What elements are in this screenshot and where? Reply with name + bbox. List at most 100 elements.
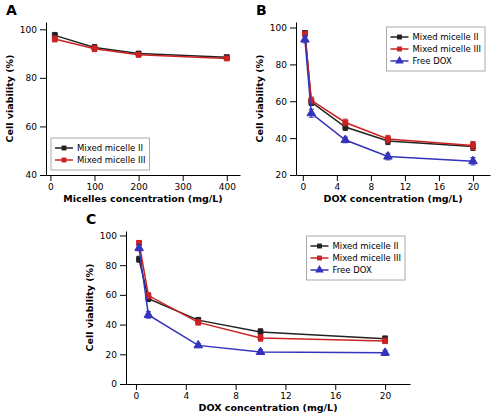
marker bbox=[135, 243, 144, 250]
y-axis-tick: 100 bbox=[20, 25, 46, 35]
x-axis-tick-label: 8 bbox=[369, 182, 375, 192]
marker bbox=[341, 135, 350, 142]
y-axis-tick-label: 40 bbox=[26, 170, 38, 180]
y-axis-tick-label: 60 bbox=[106, 290, 118, 300]
series bbox=[52, 36, 229, 61]
x-axis-tick: 100 bbox=[86, 175, 103, 192]
y-axis-tick-label: 80 bbox=[276, 60, 288, 70]
y-axis: 40 60 80 100 bbox=[20, 23, 47, 181]
legend-marker bbox=[62, 146, 67, 151]
x-axis-tick-label: 300 bbox=[175, 182, 192, 192]
x-axis-tick-label: 12 bbox=[400, 182, 411, 192]
legend-label: Free DOX bbox=[412, 56, 451, 66]
y-axis-tick-mark bbox=[290, 64, 296, 65]
marker bbox=[381, 348, 390, 355]
legend-marker bbox=[317, 244, 322, 249]
y-axis-tick-label: 80 bbox=[106, 261, 118, 271]
error-bar bbox=[52, 36, 57, 42]
marker bbox=[384, 152, 393, 159]
legend-entry: Mixed micelle II bbox=[390, 32, 478, 42]
marker bbox=[307, 108, 316, 115]
y-axis-title: Cell viability (%) bbox=[84, 264, 95, 352]
x-axis-tick-label: 4 bbox=[183, 391, 189, 401]
x-axis-tick-mark bbox=[139, 175, 140, 181]
y-axis-tick-label: 40 bbox=[106, 320, 118, 330]
x-axis-line bbox=[47, 175, 241, 176]
legend-entry: Mixed micelle III bbox=[390, 44, 481, 54]
y-axis-tick: 20 bbox=[106, 350, 126, 360]
x-axis-tick: 16 bbox=[330, 384, 342, 401]
y-axis-tick-mark bbox=[290, 101, 296, 102]
legend-label: Mixed micelle III bbox=[77, 155, 146, 165]
y-axis-title: Cell viability (%) bbox=[4, 55, 15, 143]
y-axis-tick: 60 bbox=[26, 122, 46, 132]
x-axis-tick: 12 bbox=[400, 175, 411, 192]
legend-label: Mixed micelle II bbox=[412, 32, 478, 42]
x-axis-tick-label: 4 bbox=[334, 182, 340, 192]
x-axis-tick-label: 16 bbox=[330, 391, 342, 401]
error-bar bbox=[385, 135, 390, 142]
y-axis: 020406080100 bbox=[100, 231, 127, 390]
legend-label: Mixed micelle III bbox=[412, 44, 481, 54]
y-axis-tick: 100 bbox=[270, 23, 296, 33]
y-axis-tick-mark bbox=[120, 295, 126, 296]
x-axis-tick-mark bbox=[95, 175, 96, 181]
x-axis-tick-label: 20 bbox=[380, 391, 392, 401]
x-axis-tick-mark bbox=[136, 384, 137, 390]
y-axis-tick-mark bbox=[290, 28, 296, 29]
line bbox=[55, 35, 227, 57]
y-axis-tick: 40 bbox=[276, 134, 296, 144]
x-axis-tick-mark bbox=[405, 175, 406, 181]
x-axis-tick-label: 0 bbox=[48, 182, 54, 192]
error-bar bbox=[224, 56, 229, 60]
legend-marker bbox=[397, 35, 402, 40]
x-axis-tick-label: 16 bbox=[434, 182, 446, 192]
y-axis-tick-mark bbox=[290, 138, 296, 139]
y-axis-tick: 40 bbox=[106, 320, 126, 330]
x-axis-tick-label: 20 bbox=[468, 182, 480, 192]
error-bar bbox=[196, 320, 201, 325]
marker bbox=[301, 35, 310, 42]
marker bbox=[144, 310, 153, 317]
y-axis-tick: 0 bbox=[111, 379, 126, 389]
y-axis-tick: 40 bbox=[26, 170, 46, 180]
x-axis-tick-mark bbox=[183, 175, 184, 181]
y-axis-line bbox=[46, 23, 47, 176]
x-axis-line bbox=[297, 175, 491, 176]
error-bar bbox=[385, 137, 390, 144]
x-axis-tick: 20 bbox=[380, 384, 392, 401]
y-axis-tick-label: 100 bbox=[270, 23, 287, 33]
marker bbox=[194, 340, 203, 347]
x-axis-title: Micelles concentration (mg/L) bbox=[63, 193, 222, 204]
legend-box bbox=[306, 236, 405, 280]
error-bar bbox=[136, 53, 141, 57]
marker bbox=[258, 330, 263, 335]
y-axis-tick-label: 80 bbox=[26, 73, 38, 83]
legend-entry: Mixed micelle III bbox=[55, 155, 146, 165]
x-axis-tick: 12 bbox=[280, 384, 291, 401]
legend-marker bbox=[315, 265, 324, 272]
y-axis-tick: 80 bbox=[26, 73, 46, 83]
panel-label: B bbox=[256, 2, 267, 18]
marker bbox=[343, 120, 348, 125]
x-axis: 0100200300400 bbox=[47, 175, 241, 192]
x-axis-tick-mark bbox=[303, 175, 304, 181]
figure: 0100200300400406080100Micelles concentra… bbox=[0, 0, 500, 418]
y-axis-tick-mark bbox=[120, 354, 126, 355]
marker bbox=[136, 52, 141, 57]
marker bbox=[196, 320, 201, 325]
y-axis-tick-mark bbox=[120, 265, 126, 266]
line bbox=[139, 259, 385, 338]
y-axis-tick-mark bbox=[40, 78, 46, 79]
x-axis-tick-label: 0 bbox=[134, 391, 140, 401]
y-axis-title: Cell viability (%) bbox=[254, 55, 265, 143]
y-axis-line bbox=[296, 23, 297, 176]
marker bbox=[224, 56, 229, 61]
x-axis-tick-mark bbox=[285, 384, 286, 390]
legend-marker bbox=[62, 158, 67, 163]
x-axis-tick-mark bbox=[50, 175, 51, 181]
y-axis-tick-label: 20 bbox=[276, 170, 288, 180]
x-axis-tick-mark bbox=[473, 175, 474, 181]
y-axis-tick: 60 bbox=[276, 97, 296, 107]
x-axis-tick-label: 12 bbox=[280, 391, 291, 401]
